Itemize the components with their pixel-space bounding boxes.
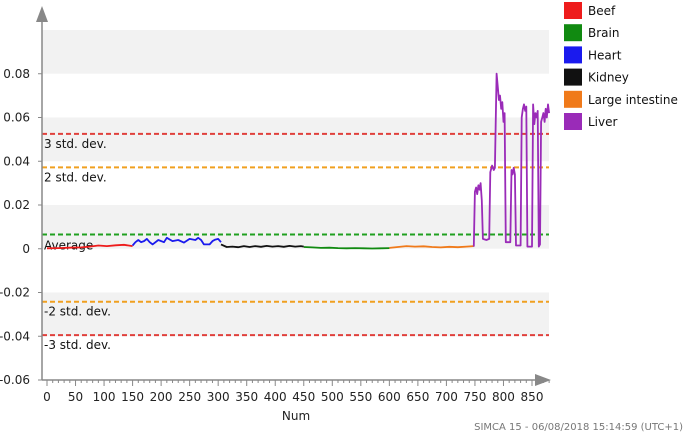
legend-swatch [564,2,582,19]
x-tick-label: 500 [321,390,344,404]
series-line [303,246,390,250]
x-tick-label: 850 [521,390,544,404]
reference-line-label: -3 std. dev. [44,338,111,352]
x-tick-label: 450 [292,390,315,404]
x-tick-label: 150 [121,390,144,404]
reference-line-label: Average [44,239,93,253]
grid-band [42,336,549,380]
series-layer [46,72,550,250]
series-line [131,236,222,247]
x-tick-label: 750 [463,390,486,404]
legend-label: Heart [588,48,622,62]
legend-swatch [564,113,582,130]
y-tick-label: -0.04 [0,329,30,343]
reference-line-label: -2 std. dev. [44,305,111,319]
x-tick-label: 200 [150,390,173,404]
y-tick-label: -0.06 [0,373,30,387]
y-tick-label: 0.04 [3,154,30,168]
legend: Beef Brain Heart Kidney Large intestine Liver [564,2,678,130]
reference-line-label: 2 std. dev. [44,170,107,184]
y-tick-label: 0.08 [3,67,30,81]
y-tick-label: -0.02 [0,286,30,300]
legend-label: Large intestine [588,93,678,107]
reference-lines: 3 std. dev. 2 std. dev. Average -2 std. dev… [42,132,549,352]
x-axis-label: Num [282,409,310,423]
x-tick-label: 0 [43,390,51,404]
x-tick-label: 50 [68,390,83,404]
legend-label: Kidney [588,71,629,85]
reference-line-label: 3 std. dev. [44,137,107,151]
y-ticks: 0.08 0.06 0.04 0.02 0 -0.02 -0.04 -0.06 [0,67,42,387]
legend-label: Liver [588,115,618,129]
band-layer [42,73,549,380]
grid-band [42,248,549,293]
x-tick-label: 650 [406,390,429,404]
x-tick-label: 100 [93,390,116,404]
grid-band [42,73,549,118]
x-ticks: 0 50 100 150 200 250 300 350 400 450 500 550 600 650 7… [43,380,550,404]
legend-label: Brain [588,26,619,40]
legend-swatch [564,68,582,86]
x-tick-label: 600 [378,390,401,404]
x-tick-label: 350 [235,390,258,404]
footer-text: SIMCA 15 - 06/08/2018 15:14:59 (UTC+1) [474,422,683,433]
legend-swatch [564,24,582,42]
y-tick-label: 0.02 [3,198,30,212]
x-tick-label: 250 [178,390,201,404]
series-line [46,243,133,250]
y-tick-label: 0 [22,242,30,256]
series-line [220,243,304,249]
y-axis-arrow-icon [36,6,48,22]
x-tick-label: 550 [349,390,372,404]
legend-swatch [564,46,582,64]
x-tick-label: 300 [207,390,230,404]
x-tick-label: 400 [264,390,287,404]
x-tick-label: 700 [435,390,458,404]
grid-band [42,161,549,205]
y-tick-label: 0.06 [3,111,30,125]
x-tick-label: 800 [492,390,515,404]
series-line [472,72,550,248]
legend-label: Beef [588,4,616,18]
series-line [389,245,474,249]
legend-swatch [564,90,582,108]
